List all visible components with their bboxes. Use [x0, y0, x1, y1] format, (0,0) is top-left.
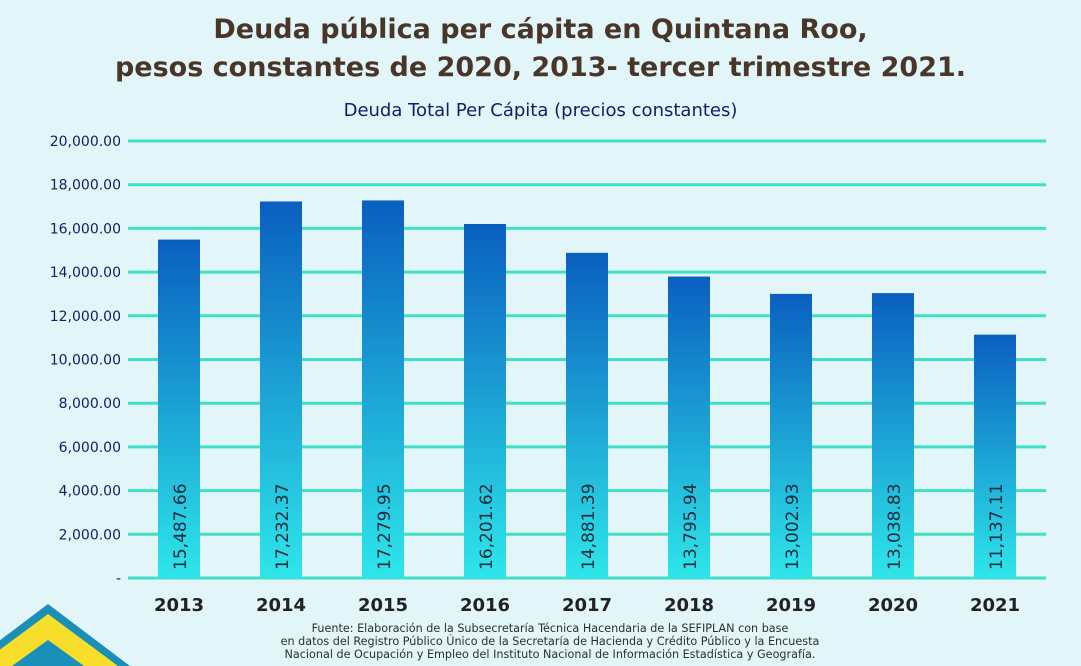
chart-title-line-1: Deuda pública per cápita en Quintana Roo…	[213, 14, 868, 45]
x-tick-label: 2014	[256, 595, 306, 616]
source-line: en datos del Registro Público Único de l…	[280, 635, 820, 648]
bar-2013	[158, 239, 200, 578]
bar-2021	[974, 334, 1016, 578]
y-tick-label: 8,000.00	[59, 396, 121, 412]
bar-2019	[770, 293, 812, 578]
y-tick-label: 10,000.00	[50, 353, 121, 369]
data-label: 17,279.95	[375, 483, 395, 570]
y-tick-label: 18,000.00	[50, 178, 121, 194]
x-tick-label: 2013	[154, 595, 204, 616]
x-tick-label: 2017	[562, 595, 612, 616]
data-label: 11,137.11	[987, 483, 1007, 570]
x-tick-label: 2016	[460, 595, 510, 616]
data-label: 16,201.62	[477, 483, 497, 570]
bar-2014	[260, 201, 302, 578]
y-tick-label: 6,000.00	[59, 440, 121, 456]
y-tick-label: 4,000.00	[59, 484, 121, 500]
bar-2017	[566, 252, 608, 579]
y-tick-label: 16,000.00	[50, 221, 121, 237]
chart-subtitle: Deuda Total Per Cápita (precios constant…	[343, 100, 738, 121]
data-label: 15,487.66	[171, 483, 191, 570]
x-tick-label: 2018	[664, 595, 714, 616]
x-tick-label: 2019	[766, 595, 816, 616]
y-tick-label: 20,000.00	[50, 134, 121, 150]
x-tick-label: 2020	[868, 595, 918, 616]
source-line: Nacional de Ocupación y Empleo del Insti…	[284, 648, 816, 661]
y-tick-label: -	[116, 571, 121, 587]
bar-2018	[668, 276, 710, 578]
data-label: 14,881.39	[579, 483, 599, 570]
bar-2020	[872, 293, 914, 578]
y-tick-label: 14,000.00	[50, 265, 121, 281]
y-tick-label: 12,000.00	[50, 309, 121, 325]
x-tick-label: 2021	[970, 595, 1020, 616]
data-label: 13,002.93	[783, 483, 803, 570]
y-tick-label: 2,000.00	[59, 527, 121, 543]
data-label: 13,795.94	[681, 483, 701, 570]
x-tick-label: 2015	[358, 595, 408, 616]
bar-2015	[362, 200, 404, 578]
source-note: Fuente: Elaboración de la Subsecretaría …	[200, 622, 900, 661]
source-line: Fuente: Elaboración de la Subsecretaría …	[311, 622, 789, 635]
bar-2016	[464, 223, 506, 578]
chart-title-line-2: pesos constantes de 2020, 2013- tercer t…	[114, 52, 967, 83]
data-label: 13,038.83	[885, 483, 905, 570]
decorative-logo	[0, 604, 130, 666]
data-label: 17,232.37	[273, 483, 293, 570]
